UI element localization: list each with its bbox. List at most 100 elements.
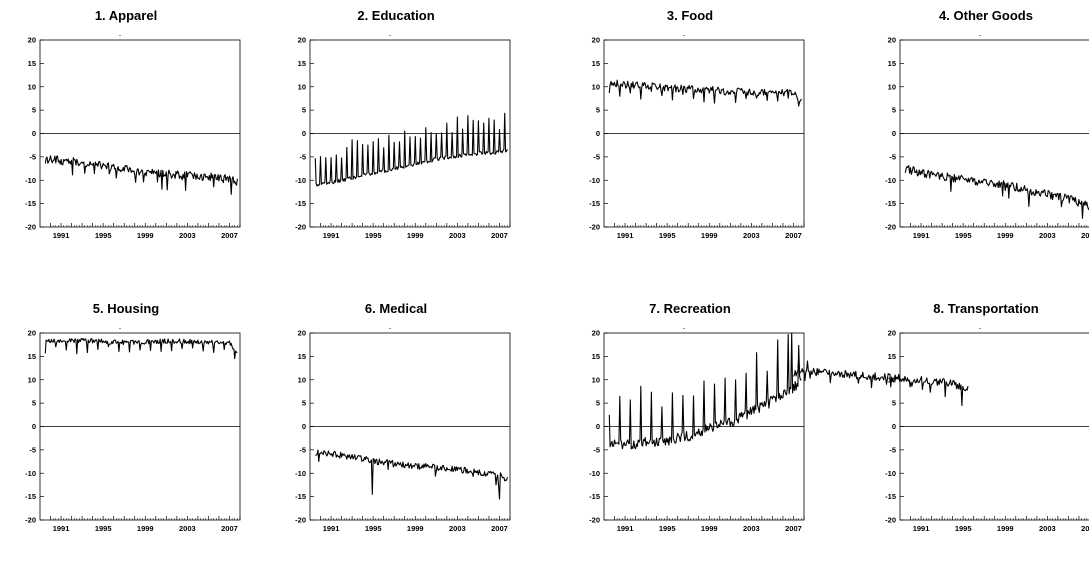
series-line-1 xyxy=(608,332,802,450)
y-tick-label: -15 xyxy=(885,199,896,208)
y-tick-label: -15 xyxy=(25,199,36,208)
x-tick-label: 1991 xyxy=(53,524,70,533)
y-tick-label: 15 xyxy=(28,352,36,361)
y-tick-label: 10 xyxy=(28,82,36,91)
x-tick-label: 1999 xyxy=(407,231,424,240)
y-tick-label: -5 xyxy=(889,445,896,454)
panel-title: 6. Medical xyxy=(365,301,427,316)
x-tick-label: 1999 xyxy=(137,231,154,240)
y-tick-label: -15 xyxy=(885,492,896,501)
x-tick-label: 1991 xyxy=(53,231,70,240)
series-line-1 xyxy=(44,155,238,195)
panel-title: 2. Education xyxy=(357,8,434,23)
y-tick-label: 15 xyxy=(888,352,896,361)
panel-note: . xyxy=(389,321,392,331)
x-tick-label: 2007 xyxy=(491,231,508,240)
y-tick-label: -5 xyxy=(29,152,36,161)
x-tick-label: 2003 xyxy=(743,524,760,533)
y-tick-label: -10 xyxy=(295,176,306,185)
x-tick-label: 1991 xyxy=(617,231,634,240)
y-tick-label: -20 xyxy=(885,223,896,232)
x-tick-label: 1995 xyxy=(659,524,676,533)
y-tick-label: -20 xyxy=(25,516,36,525)
panel-note: . xyxy=(979,28,982,38)
y-tick-label: -20 xyxy=(589,223,600,232)
y-tick-label: 5 xyxy=(596,399,600,408)
x-tick-label: 2003 xyxy=(1039,524,1056,533)
panel-note: . xyxy=(119,28,122,38)
x-tick-label: 1995 xyxy=(955,524,972,533)
panel-title: 5. Housing xyxy=(93,301,160,316)
series-line-1 xyxy=(314,112,508,187)
y-tick-label: -5 xyxy=(299,445,306,454)
y-tick-label: 20 xyxy=(298,36,306,45)
y-tick-label: 0 xyxy=(32,422,36,431)
x-tick-label: 2003 xyxy=(449,524,466,533)
panel-4: 4. Other Goods. 20 15 10 5 0 -5 -10 -15 -20 1991 19… xyxy=(885,8,1089,240)
y-tick-label: -20 xyxy=(25,223,36,232)
panel-note: . xyxy=(979,321,982,331)
x-tick-label: 2007 xyxy=(491,524,508,533)
y-tick-label: -10 xyxy=(885,176,896,185)
y-tick-label: 20 xyxy=(28,329,36,338)
y-tick-label: -5 xyxy=(593,445,600,454)
y-tick-label: -5 xyxy=(299,152,306,161)
y-tick-label: 0 xyxy=(892,129,896,138)
y-tick-label: 15 xyxy=(592,59,600,68)
x-tick-label: 2007 xyxy=(221,524,238,533)
series-line-1 xyxy=(608,79,802,107)
y-tick-label: -10 xyxy=(25,469,36,478)
panel-6: 6. Medical. 20 15 10 5 0 -5 -10 -15 -20 1991 1995 19… xyxy=(295,301,511,533)
y-tick-label: 20 xyxy=(592,329,600,338)
series-line-1 xyxy=(904,165,1089,219)
y-tick-label: 0 xyxy=(302,422,306,431)
y-tick-label: -5 xyxy=(889,152,896,161)
series-line-1 xyxy=(315,449,508,500)
y-tick-label: 5 xyxy=(32,106,36,115)
y-tick-label: -15 xyxy=(295,492,306,501)
y-tick-label: 5 xyxy=(302,106,306,115)
y-tick-label: -10 xyxy=(295,469,306,478)
x-tick-label: 2003 xyxy=(743,231,760,240)
y-tick-label: 15 xyxy=(592,352,600,361)
panel-note: . xyxy=(119,321,122,331)
x-tick-label: 2003 xyxy=(449,231,466,240)
y-tick-label: 15 xyxy=(298,352,306,361)
y-tick-label: -15 xyxy=(589,199,600,208)
y-tick-label: 15 xyxy=(298,59,306,68)
x-tick-label: 1991 xyxy=(323,524,340,533)
y-tick-label: 5 xyxy=(892,106,896,115)
x-tick-label: 1995 xyxy=(955,231,972,240)
x-tick-label: 1991 xyxy=(913,524,930,533)
y-tick-label: -10 xyxy=(885,469,896,478)
x-tick-label: 2007 xyxy=(221,231,238,240)
panel-title: 8. Transportation xyxy=(933,301,1039,316)
panel-title: 1. Apparel xyxy=(95,8,157,23)
y-tick-label: 15 xyxy=(28,59,36,68)
y-tick-label: -20 xyxy=(885,516,896,525)
y-tick-label: 10 xyxy=(888,82,896,91)
y-tick-label: -15 xyxy=(295,199,306,208)
y-tick-label: 10 xyxy=(592,82,600,91)
y-tick-label: 5 xyxy=(596,106,600,115)
panel-note: . xyxy=(683,28,686,38)
y-tick-label: -10 xyxy=(25,176,36,185)
x-tick-label: 2007 xyxy=(1081,524,1089,533)
y-tick-label: 10 xyxy=(28,375,36,384)
x-tick-label: 1999 xyxy=(701,524,718,533)
y-tick-label: 10 xyxy=(888,375,896,384)
y-tick-label: 0 xyxy=(302,129,306,138)
y-tick-label: -15 xyxy=(589,492,600,501)
y-tick-label: -20 xyxy=(589,516,600,525)
panel-note: . xyxy=(683,321,686,331)
panel-note: . xyxy=(389,28,392,38)
y-tick-label: 0 xyxy=(32,129,36,138)
x-tick-label: 1995 xyxy=(95,524,112,533)
x-tick-label: 1995 xyxy=(365,231,382,240)
y-tick-label: -10 xyxy=(589,469,600,478)
x-tick-label: 2007 xyxy=(785,524,802,533)
panel-2: 2. Education. 20 15 10 5 0 -5 -10 -15 -20 1991 1995… xyxy=(295,8,511,240)
y-tick-label: 5 xyxy=(302,399,306,408)
y-tick-label: 20 xyxy=(888,329,896,338)
